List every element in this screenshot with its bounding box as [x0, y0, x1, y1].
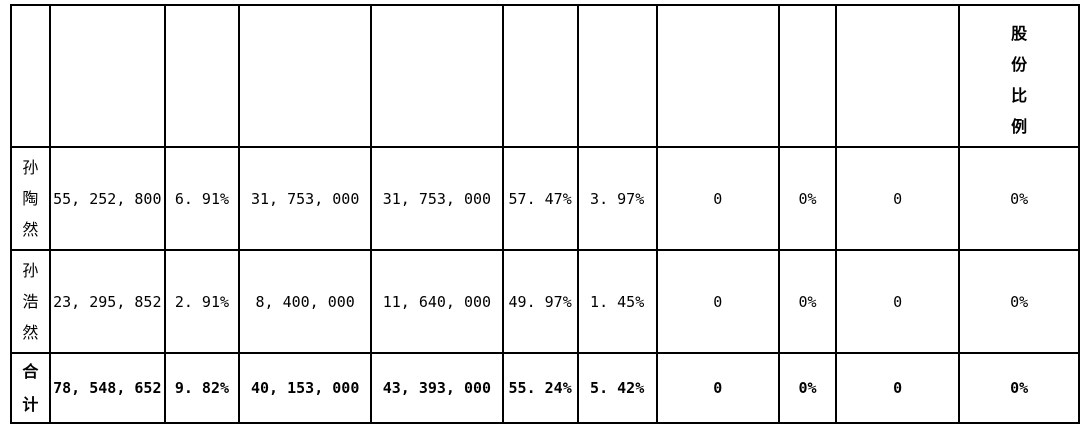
table-cell: 5. 42%: [576, 352, 658, 424]
table-cell: 2. 91%: [163, 249, 241, 354]
table-cell: 49. 97%: [501, 249, 579, 354]
total-row: 合 计 78, 548, 652 9. 82% 40, 153, 000 43,…: [10, 352, 1080, 424]
header-share-ratio: 股 份 比 例: [958, 4, 1080, 148]
name-char: 计: [22, 395, 39, 414]
header-cell: [238, 4, 373, 148]
table-row: 孙 浩 然 23, 295, 852 2. 91% 8, 400, 000 11…: [10, 249, 1080, 354]
table-cell: 0%: [958, 249, 1080, 354]
header-cell: [163, 4, 241, 148]
table-cell: 9. 82%: [163, 352, 241, 424]
table-cell: 11, 640, 000: [370, 249, 504, 354]
header-cell: [501, 4, 579, 148]
table-cell: 0%: [777, 146, 838, 251]
header-row: 股 份 比 例: [10, 4, 1080, 148]
table-cell: 0: [655, 146, 780, 251]
table-cell: 31, 753, 000: [370, 146, 504, 251]
table-cell: 78, 548, 652: [48, 352, 166, 424]
name-char: 浩: [22, 292, 39, 311]
table-cell: 40, 153, 000: [238, 352, 373, 424]
table-cell: 43, 393, 000: [370, 352, 504, 424]
shareholder-name: 孙 陶 然: [10, 146, 51, 251]
name-char: 然: [22, 323, 39, 342]
table-cell: 1. 45%: [576, 249, 658, 354]
table-cell: 0: [835, 249, 961, 354]
table-cell: 0%: [958, 146, 1080, 251]
table-cell: 0%: [958, 352, 1080, 424]
header-cell: [835, 4, 961, 148]
table-cell: 57. 47%: [501, 146, 579, 251]
table-cell: 31, 753, 000: [238, 146, 373, 251]
table-cell: 3. 97%: [576, 146, 658, 251]
table-cell: 0: [655, 249, 780, 354]
name-char: 孙: [22, 261, 39, 280]
header-char: 股: [1011, 24, 1028, 43]
table-cell: 0: [655, 352, 780, 424]
header-cell: [655, 4, 780, 148]
shareholder-name: 孙 浩 然: [10, 249, 51, 354]
table-cell: 55. 24%: [501, 352, 579, 424]
table-cell: 0%: [777, 249, 838, 354]
name-char: 孙: [22, 158, 39, 177]
table-cell: 0: [835, 352, 961, 424]
table-cell: 0%: [777, 352, 838, 424]
name-char: 陶: [22, 189, 39, 208]
header-cell: [370, 4, 504, 148]
total-label: 合 计: [10, 352, 51, 424]
table-cell: 6. 91%: [163, 146, 241, 251]
table-cell: 55, 252, 800: [48, 146, 166, 251]
name-char: 合: [22, 362, 39, 381]
header-cell: [48, 4, 166, 148]
header-char: 例: [1011, 117, 1028, 136]
name-char: 然: [22, 220, 39, 239]
header-char: 份: [1011, 55, 1028, 74]
header-cell: [576, 4, 658, 148]
table-cell: 0: [835, 146, 961, 251]
header-cell: [10, 4, 51, 148]
header-char: 比: [1011, 86, 1028, 105]
table-cell: 8, 400, 000: [238, 249, 373, 354]
header-cell: [777, 4, 838, 148]
table-row: 孙 陶 然 55, 252, 800 6. 91% 31, 753, 000 3…: [10, 146, 1080, 251]
shareholding-table: 股 份 比 例 孙 陶 然 55, 252, 800 6. 91% 31, 75…: [10, 4, 1080, 424]
table-cell: 23, 295, 852: [48, 249, 166, 354]
